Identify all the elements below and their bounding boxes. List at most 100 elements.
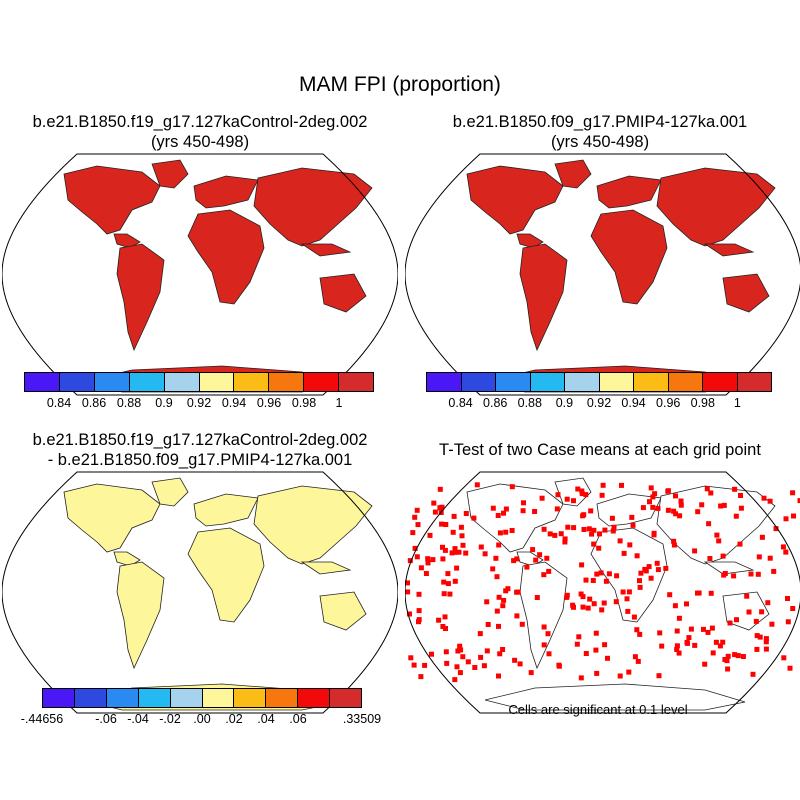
significant-cell (541, 624, 547, 630)
significant-cell (571, 525, 577, 531)
significant-cell (408, 655, 414, 661)
significant-cell (674, 628, 680, 634)
significant-cell (606, 571, 612, 577)
significant-cell (632, 654, 638, 660)
significant-cell (562, 536, 568, 542)
significant-cell (665, 488, 671, 494)
significant-cell (514, 589, 520, 595)
colorbar-swatch (25, 373, 60, 391)
colorbar-swatch (94, 373, 130, 391)
significant-cell (528, 670, 534, 676)
significant-cell (562, 539, 568, 545)
significant-cell (716, 538, 722, 544)
continent-shape (703, 243, 755, 257)
continent-shape (466, 483, 564, 553)
significant-cell (650, 494, 656, 500)
significant-cell (594, 670, 600, 676)
significant-cell (552, 532, 558, 538)
significant-cell (611, 524, 617, 530)
significant-cell (503, 588, 509, 594)
significant-cell (501, 597, 507, 603)
significant-cell (692, 548, 698, 554)
significant-cell (436, 617, 442, 623)
colorbar-swatch (530, 373, 565, 391)
map-ttest (405, 471, 800, 714)
significant-cell (441, 591, 447, 597)
colorbar-tick-label: -.04 (127, 712, 149, 726)
significant-cell (753, 618, 759, 624)
significant-cell (450, 529, 456, 535)
significant-cell (600, 482, 606, 488)
significant-cell (454, 664, 460, 670)
colorbar-difference-boxes (42, 688, 362, 708)
significant-cell (769, 621, 775, 627)
colorbar-tick-label: .33509 (342, 712, 382, 726)
significant-cell (705, 629, 711, 635)
significant-cell (637, 578, 642, 584)
significant-cell (627, 542, 633, 548)
colorbar-swatch (496, 373, 531, 391)
continent-shape (187, 209, 265, 305)
significant-cell (790, 490, 796, 496)
significant-cell (787, 665, 793, 671)
continent-shape (722, 273, 770, 313)
colorbar-swatch (427, 373, 462, 391)
significant-cell (412, 514, 418, 520)
significant-cell (558, 531, 564, 537)
colorbar-swatch (599, 373, 634, 391)
significant-cell (591, 527, 597, 533)
significant-cell (537, 552, 543, 558)
colorbar-swatch (74, 689, 107, 707)
colorbar-tick-label: 0.88 (116, 396, 142, 410)
significant-cell (721, 502, 727, 508)
significant-cell (695, 509, 701, 515)
map-frame (405, 153, 800, 396)
continent-shape (253, 167, 373, 247)
map-case2 (405, 153, 800, 396)
significant-cell (708, 490, 714, 496)
significant-cell (539, 495, 545, 501)
significant-cell (570, 602, 576, 608)
significant-cell (647, 499, 652, 505)
map-case2-land (405, 153, 800, 396)
significant-cell (761, 495, 767, 501)
significant-cell (737, 541, 743, 547)
significant-cell (591, 541, 597, 547)
significant-cell (657, 630, 663, 636)
significant-cell (674, 643, 680, 649)
significant-cell (532, 509, 538, 514)
significant-cell (684, 601, 689, 607)
significant-cell (471, 515, 477, 521)
significant-cell (431, 500, 437, 506)
significant-cell (517, 661, 523, 667)
significant-cell (735, 653, 741, 659)
significant-cell (442, 614, 448, 620)
colorbar-case1-labels: 0.84 0.86 0.88 0.9 0.92 0.94 0.96 0.98 1 (24, 392, 374, 410)
top-right-title-line2: (yrs 450-498) (550, 133, 650, 151)
significant-cell (603, 578, 609, 584)
significant-cell (579, 488, 585, 494)
significant-cell (546, 568, 552, 574)
significant-cell (707, 556, 713, 561)
significant-cell (579, 562, 585, 568)
significant-cell (610, 528, 616, 534)
colorbar-tick-label: 0.98 (291, 396, 317, 410)
significant-cell (441, 579, 447, 585)
significant-cell (599, 607, 605, 613)
top-left-panel-title: b.e21.B1850.f19_g17.127kaControl-2deg.00… (0, 112, 400, 152)
significant-cell (756, 554, 762, 560)
significant-cell (740, 654, 746, 659)
colorbar-tick-label: 1 (733, 396, 741, 410)
significant-cell (727, 620, 733, 626)
significant-cell (744, 593, 750, 599)
significant-cell (474, 482, 480, 488)
significant-cell (724, 658, 730, 664)
significant-cell (614, 573, 620, 579)
significant-cell (454, 565, 460, 571)
significant-cell (671, 538, 677, 544)
significant-cell (785, 596, 790, 601)
significant-cell (514, 613, 520, 619)
colorbar-swatch (266, 689, 299, 707)
significant-cell (671, 542, 677, 548)
significant-cell (617, 538, 623, 544)
